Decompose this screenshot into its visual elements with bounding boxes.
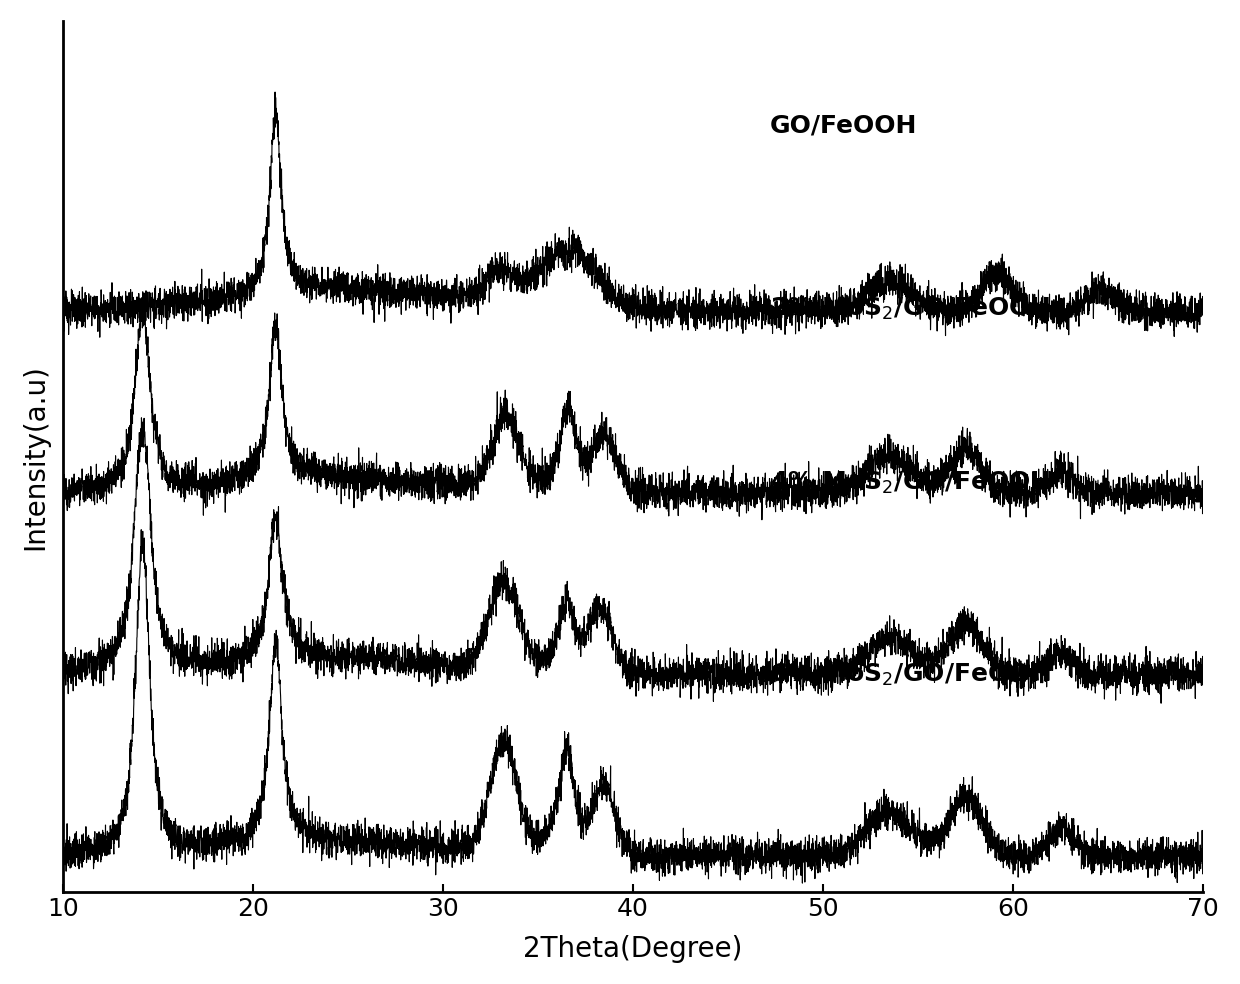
X-axis label: 2Theta(Degree): 2Theta(Degree) <box>523 935 743 963</box>
Text: 6% MoS$_2$/GO/FeOOH: 6% MoS$_2$/GO/FeOOH <box>770 661 1050 688</box>
Text: 4% MoS$_2$/GO/FeOOH: 4% MoS$_2$/GO/FeOOH <box>770 469 1050 496</box>
Text: GO/FeOOH: GO/FeOOH <box>770 113 918 138</box>
Text: 2% MoS$_2$/GO/FeOOH: 2% MoS$_2$/GO/FeOOH <box>770 295 1050 322</box>
Y-axis label: Intensity(a.u): Intensity(a.u) <box>21 364 48 549</box>
